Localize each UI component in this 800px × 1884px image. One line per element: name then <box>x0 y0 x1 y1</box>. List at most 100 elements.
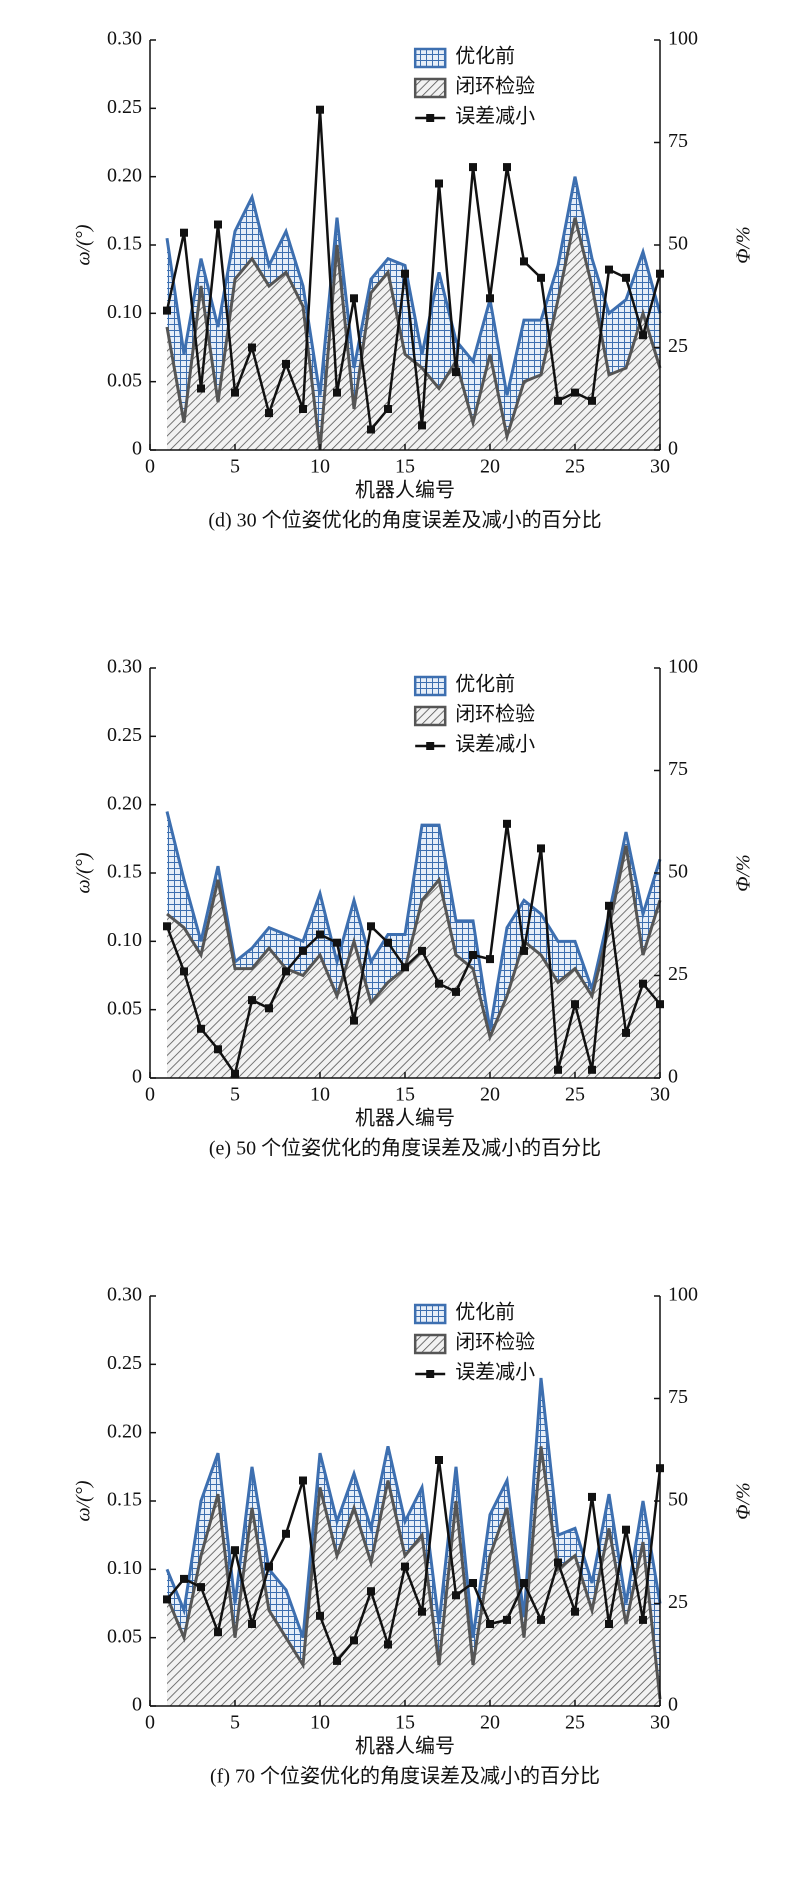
marker <box>214 220 222 229</box>
marker <box>299 405 307 413</box>
marker <box>231 1546 239 1555</box>
chart: 0 0.05 0.10 0.15 0.20 0.25 0.30 0 25 50 75 100 0 5 10 1… <box>73 28 755 532</box>
caption: (d) 30 个位姿优化的角度误差及减小的百分比 <box>208 509 601 532</box>
marker <box>639 1615 647 1624</box>
marker <box>163 1595 171 1604</box>
x-tick-label: 20 <box>480 1084 500 1106</box>
y-tick-label: 0.30 <box>107 656 142 678</box>
marker <box>435 1456 443 1464</box>
marker <box>265 409 273 418</box>
legend-swatch <box>413 675 447 697</box>
legend-label: 优化前 <box>455 1301 515 1324</box>
x-tick-label: 5 <box>230 1712 240 1734</box>
marker <box>486 1620 494 1628</box>
y-tick-label: 0.10 <box>107 1557 142 1579</box>
area-edge <box>166 845 662 1042</box>
y-tick-label: 0 <box>132 438 142 460</box>
y2-tick-label: 0 <box>668 1066 678 1088</box>
x-tick-label: 30 <box>650 456 670 478</box>
area-edge <box>165 1446 662 1700</box>
x-tick-label: 15 <box>395 456 415 478</box>
marker <box>350 1636 358 1645</box>
marker <box>605 265 613 274</box>
marker <box>622 273 630 282</box>
marker <box>588 1492 596 1501</box>
marker <box>197 1583 205 1592</box>
y2-tick-label: 100 <box>668 28 698 50</box>
y-tick-label: 0.25 <box>107 724 142 746</box>
marker <box>384 1640 392 1649</box>
marker <box>520 946 528 955</box>
marker <box>469 1579 477 1587</box>
y-tick-label: 0.05 <box>107 1625 142 1647</box>
y2-tick-label: 0 <box>668 1694 678 1716</box>
marker <box>452 368 460 377</box>
legend-swatch <box>426 742 435 750</box>
marker <box>571 1607 579 1616</box>
y2-tick-label: 25 <box>668 1591 688 1613</box>
x-tick-label: 0 <box>145 1084 155 1106</box>
marker <box>418 421 426 430</box>
marker <box>282 967 290 976</box>
marker <box>571 388 579 397</box>
marker <box>316 105 324 114</box>
y2-tick-label: 0 <box>668 438 678 460</box>
y-tick-label: 0.10 <box>107 301 142 323</box>
y-tick-label: 0 <box>132 1694 142 1716</box>
x-tick-label: 20 <box>480 1712 500 1734</box>
marker <box>554 396 562 405</box>
marker <box>435 979 443 988</box>
marker <box>367 922 375 931</box>
x-tick-label: 20 <box>480 456 500 478</box>
y2-axis-title: Φ/% <box>733 226 755 263</box>
marker <box>537 844 545 853</box>
marker <box>469 951 477 959</box>
marker <box>486 955 494 964</box>
legend-label: 误差减小 <box>455 1361 535 1384</box>
marker <box>418 1607 426 1616</box>
marker <box>265 1562 273 1571</box>
y-tick-label: 0.05 <box>107 369 142 391</box>
marker <box>333 388 341 397</box>
marker <box>350 294 358 303</box>
y-tick-label: 0.30 <box>107 1284 142 1306</box>
marker <box>180 967 188 976</box>
x-tick-label: 15 <box>395 1084 415 1106</box>
marker <box>265 1004 273 1013</box>
marker <box>503 819 511 828</box>
y2-tick-label: 25 <box>668 335 688 357</box>
area <box>167 1446 660 1706</box>
y-axis-title: ω/(°) <box>73 852 95 893</box>
chart: 0 0.05 0.10 0.15 0.20 0.25 0.30 0 25 50 75 100 0 5 10 1… <box>73 1284 755 1788</box>
area-edge <box>165 811 662 1031</box>
marker <box>248 1620 256 1628</box>
legend-label: 闭环检验 <box>455 1331 535 1354</box>
marker <box>367 425 375 434</box>
marker <box>197 1024 205 1033</box>
x-tick-label: 25 <box>565 456 585 478</box>
legend-swatch <box>413 1333 447 1355</box>
marker <box>401 963 409 972</box>
y-tick-label: 0.15 <box>107 233 142 255</box>
y-axis-title: ω/(°) <box>73 1480 95 1521</box>
y2-tick-label: 50 <box>668 1489 688 1511</box>
legend-swatch <box>426 114 435 122</box>
chart: 0 0.05 0.10 0.15 0.20 0.25 0.30 0 25 50 75 100 0 5 10 1… <box>73 656 755 1160</box>
legend-label: 误差减小 <box>455 105 535 128</box>
marker <box>639 979 647 988</box>
marker <box>486 294 494 303</box>
marker <box>452 1591 460 1600</box>
marker <box>282 1529 290 1538</box>
y2-tick-label: 100 <box>668 1284 698 1306</box>
y-tick-label: 0.20 <box>107 792 142 814</box>
legend-label: 闭环检验 <box>455 75 535 98</box>
x-tick-label: 0 <box>145 1712 155 1734</box>
y-tick-label: 0.05 <box>107 997 142 1019</box>
marker <box>520 1579 528 1587</box>
y-tick-label: 0.25 <box>107 96 142 118</box>
caption: (f) 70 个位姿优化的角度误差及减小的百分比 <box>210 1765 600 1788</box>
x-tick-label: 5 <box>230 456 240 478</box>
marker <box>537 273 545 282</box>
marker <box>231 388 239 397</box>
